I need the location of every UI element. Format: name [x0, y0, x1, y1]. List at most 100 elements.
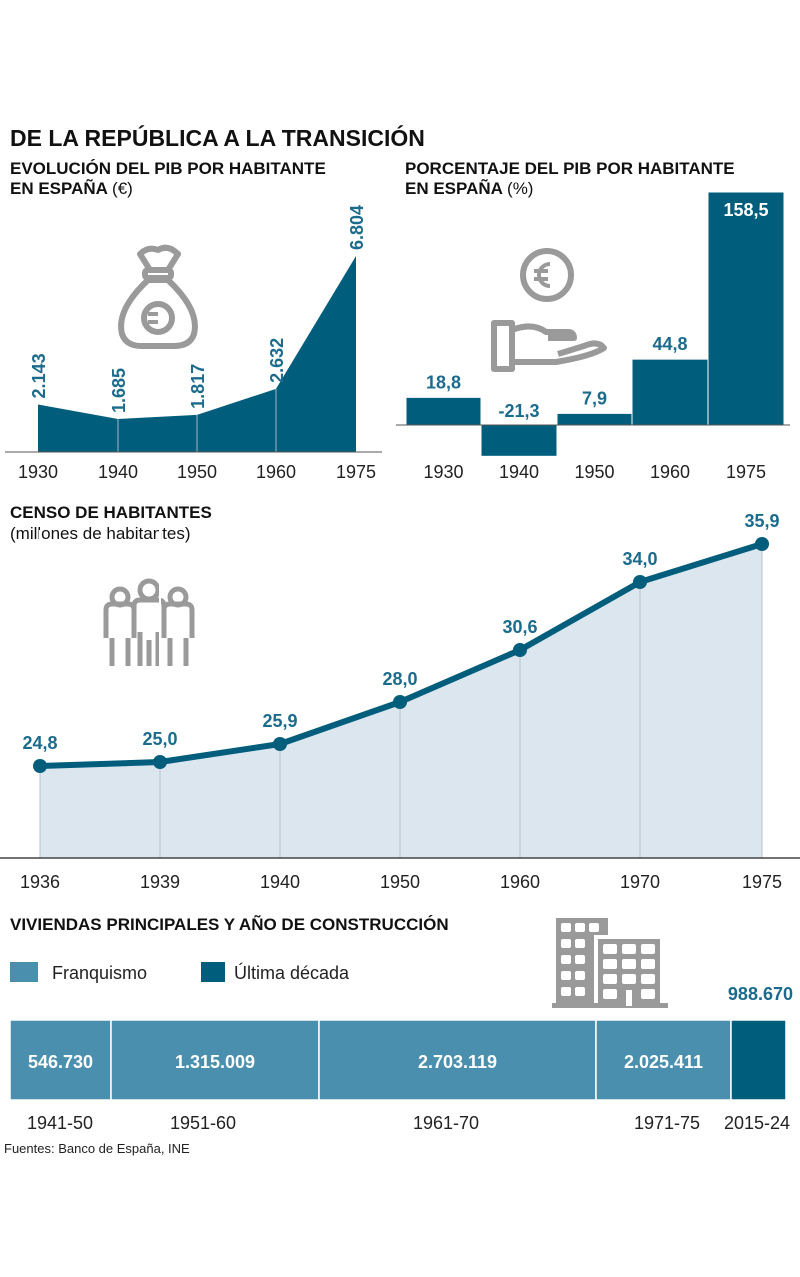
housing-value-label: 2.025.411: [624, 1052, 703, 1072]
census-value-label: 25,0: [142, 729, 177, 749]
census-x-tick: 1960: [500, 872, 540, 892]
pct-bar: [556, 412, 633, 426]
gdp-value-label: 6.804: [347, 205, 367, 250]
gdp-value-label: 2.143: [29, 353, 49, 398]
gdp-x-tick: 1960: [256, 462, 296, 482]
census-point: [513, 643, 527, 657]
legend-label-ultima-decada: Última década: [234, 962, 350, 983]
housing-segment: [9, 1019, 112, 1101]
buildings-icon: [552, 918, 668, 1008]
gdp-value-label: 1.685: [109, 368, 129, 413]
gdp-chart-title-1: EVOLUCIÓN DEL PIB POR HABITANTE: [10, 159, 326, 178]
building-window: [622, 944, 636, 954]
pct-value-label: 44,8: [652, 334, 687, 354]
census-x-tick: 1939: [140, 872, 180, 892]
housing-x-tick: 1941-50: [27, 1113, 93, 1133]
building-window: [575, 939, 585, 948]
census-value-label: 28,0: [382, 669, 417, 689]
building-window: [575, 923, 585, 932]
census-x-tick: 1975: [742, 872, 782, 892]
pct-bar: [480, 424, 558, 457]
gdp-x-tick: 1950: [177, 462, 217, 482]
money-bag-euro-icon: [118, 244, 198, 349]
gdp-area-chart: 2.143 1930 1.685 1940 1.817 1950 2.632 1960 6.80…: [5, 205, 382, 482]
housing-value-label: 2.703.119: [418, 1052, 497, 1072]
pct-value-label: 158,5: [723, 200, 768, 220]
building-window: [561, 971, 571, 980]
svg-text:EN ESPAÑA (€): EN ESPAÑA (€): [10, 178, 133, 198]
building-window: [641, 944, 655, 954]
housing-value-label: 988.670: [728, 984, 793, 1004]
building-window: [575, 987, 585, 996]
census-x-tick: 1970: [620, 872, 660, 892]
legend-swatch-ultima-decada: [201, 962, 225, 982]
hand-coin-euro-icon: [491, 248, 607, 372]
building-window: [603, 944, 617, 954]
gdp-x-tick: 1940: [98, 462, 138, 482]
gdp-x-tick: 1930: [18, 462, 58, 482]
legend-label-franquismo: Franquismo: [52, 963, 147, 983]
census-point: [273, 737, 287, 751]
census-x-tick: 1950: [380, 872, 420, 892]
census-point: [633, 575, 647, 589]
census-title: CENSO DE HABITANTES: [10, 503, 212, 522]
census-point: [33, 759, 47, 773]
census-value-label: 35,9: [744, 511, 779, 531]
gdp-percent-bar-chart: 18,8 1930 -21,3 1940 7,9 1950 44,8 1960 158,5 197…: [396, 191, 790, 482]
gdp-chart-unit: (€): [112, 179, 133, 198]
source-note: Fuentes: Banco de España, INE: [4, 1141, 190, 1156]
svg-text:EN ESPAÑA (%): EN ESPAÑA (%): [405, 178, 533, 198]
pct-x-tick: 1960: [650, 462, 690, 482]
housing-x-tick: 2015-24: [724, 1113, 790, 1133]
legend-swatch-franquismo: [10, 962, 38, 982]
census-x-tick: 1936: [20, 872, 60, 892]
census-point: [393, 695, 407, 709]
main-title: DE LA REPÚBLICA A LA TRANSICIÓN: [10, 124, 425, 151]
building-window: [561, 939, 571, 948]
building-window: [641, 989, 655, 999]
housing-x-tick: 1961-70: [413, 1113, 479, 1133]
census-value-label: 30,6: [502, 617, 537, 637]
building-window: [641, 974, 655, 984]
census-line-chart: 24,8 1936 25,0 1939 25,9 1940 28,0 1950 30,6 1960…: [0, 511, 800, 892]
building-window: [561, 987, 571, 996]
housing-segment: [318, 1019, 597, 1101]
building-door: [626, 990, 632, 1006]
pct-x-tick: 1975: [726, 462, 766, 482]
gdp-value-label: 2.632: [267, 338, 287, 383]
people-icon: [103, 578, 195, 666]
building-window: [561, 923, 571, 932]
building-window: [641, 959, 655, 969]
housing-x-tick: 1971-75: [634, 1113, 700, 1133]
pct-bar: [405, 396, 482, 426]
gdp-chart-title-2: EN ESPAÑA: [10, 178, 108, 198]
pct-bar: [707, 191, 785, 426]
housing-bar-chart: Franquismo Última década 546.730 1941-50 1.3…: [9, 962, 793, 1133]
census-point: [153, 755, 167, 769]
gdp-value-label: 1.817: [188, 364, 208, 409]
housing-value-label: 1.315.009: [175, 1052, 255, 1072]
gdp-x-tick: 1975: [336, 462, 376, 482]
housing-title: VIVIENDAS PRINCIPALES Y AÑO DE CONSTRUCC…: [10, 914, 449, 934]
building-window: [622, 974, 636, 984]
census-value-label: 34,0: [622, 549, 657, 569]
pct-chart-unit: (%): [507, 179, 533, 198]
pct-x-tick: 1940: [499, 462, 539, 482]
building-window: [575, 955, 585, 964]
pct-x-tick: 1950: [574, 462, 614, 482]
building-window: [589, 923, 599, 932]
pct-chart-title-2: EN ESPAÑA: [405, 178, 503, 198]
housing-value-label: 546.730: [28, 1052, 93, 1072]
census-x-tick: 1940: [260, 872, 300, 892]
pct-chart-title-1: PORCENTAJE DEL PIB POR HABITANTE: [405, 159, 735, 178]
building-window: [603, 959, 617, 969]
building-window: [603, 974, 617, 984]
building-window: [622, 959, 636, 969]
housing-segment: [110, 1019, 320, 1101]
pct-value-label: 18,8: [426, 372, 461, 392]
pct-x-tick: 1930: [423, 462, 463, 482]
census-value-label: 24,8: [22, 733, 57, 753]
census-value-label: 25,9: [262, 711, 297, 731]
census-point: [755, 537, 769, 551]
